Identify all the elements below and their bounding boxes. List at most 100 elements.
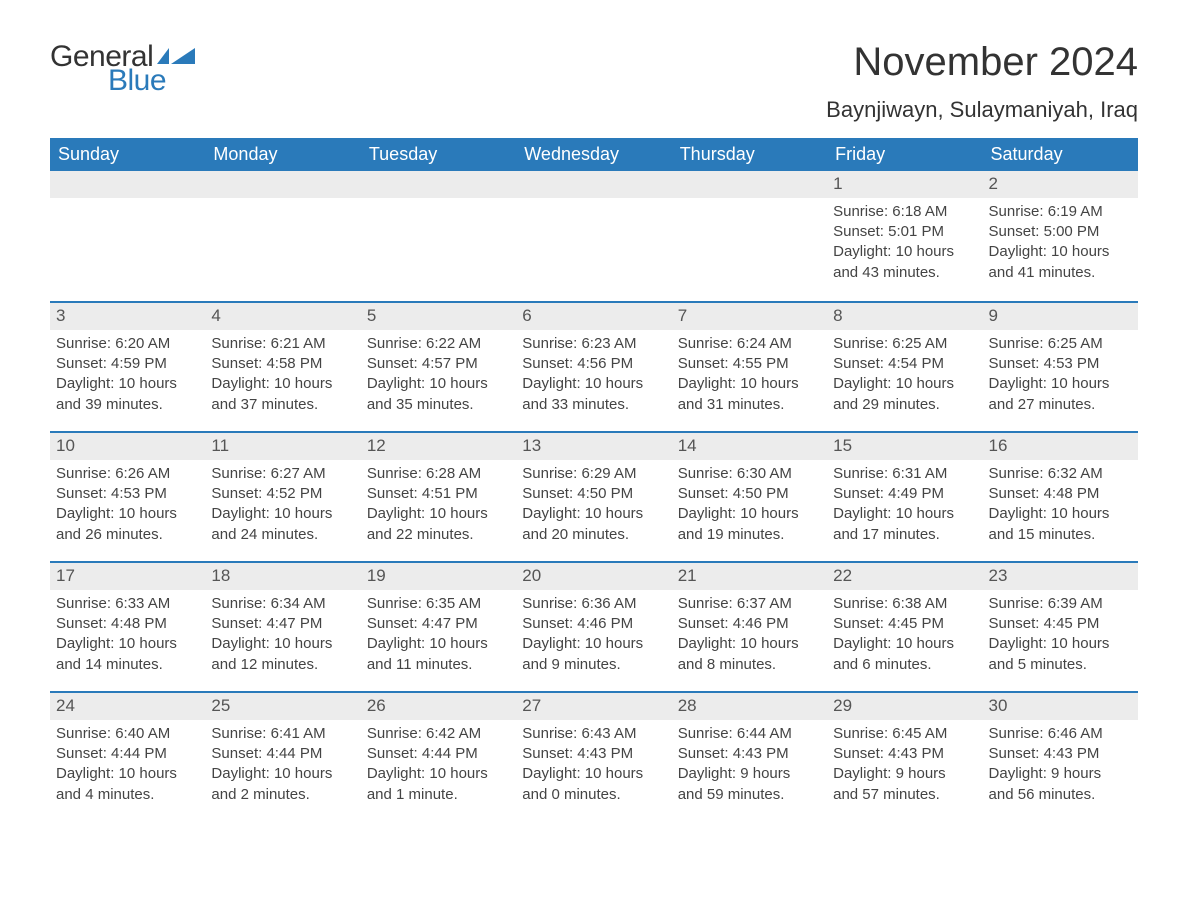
day-sunrise: Sunrise: 6:22 AM <box>367 334 510 354</box>
day-sunset: Sunset: 4:54 PM <box>833 354 976 374</box>
day-daylight1: Daylight: 10 hours <box>522 504 665 524</box>
day-sunrise: Sunrise: 6:23 AM <box>522 334 665 354</box>
day-sunrise: Sunrise: 6:25 AM <box>989 334 1132 354</box>
day-number <box>361 171 516 198</box>
day-cell <box>516 171 671 301</box>
day-cell: 25Sunrise: 6:41 AMSunset: 4:44 PMDayligh… <box>205 693 360 821</box>
day-daylight2: and 57 minutes. <box>833 785 976 805</box>
day-number: 3 <box>50 303 205 330</box>
day-number: 13 <box>516 433 671 460</box>
day-sunset: Sunset: 4:49 PM <box>833 484 976 504</box>
day-daylight1: Daylight: 10 hours <box>367 634 510 654</box>
day-sunrise: Sunrise: 6:27 AM <box>211 464 354 484</box>
day-sunrise: Sunrise: 6:29 AM <box>522 464 665 484</box>
week-row: 3Sunrise: 6:20 AMSunset: 4:59 PMDaylight… <box>50 301 1138 431</box>
week-row: 24Sunrise: 6:40 AMSunset: 4:44 PMDayligh… <box>50 691 1138 821</box>
day-number: 24 <box>50 693 205 720</box>
day-cell: 13 Sunrise: 6:29 AMSunset: 4:50 PMDayligh… <box>516 433 671 561</box>
day-daylight2: and 4 minutes. <box>56 785 199 805</box>
day-sunset: Sunset: 4:51 PM <box>367 484 510 504</box>
day-number: 11 <box>205 433 360 460</box>
day-daylight1: Daylight: 10 hours <box>522 374 665 394</box>
day-sunset: Sunset: 5:00 PM <box>989 222 1132 242</box>
week-row: 1Sunrise: 6:18 AMSunset: 5:01 PMDaylight… <box>50 171 1138 301</box>
day-daylight2: and 12 minutes. <box>211 655 354 675</box>
weekday-header: Tuesday <box>361 138 516 171</box>
month-title: November 2024 <box>826 40 1138 85</box>
day-sunset: Sunset: 4:55 PM <box>678 354 821 374</box>
day-cell: 11 Sunrise: 6:27 AMSunset: 4:52 PMDayligh… <box>205 433 360 561</box>
day-cell: 5Sunrise: 6:22 AMSunset: 4:57 PMDaylight… <box>361 303 516 431</box>
day-cell: 21Sunrise: 6:37 AMSunset: 4:46 PMDayligh… <box>672 563 827 691</box>
day-sunset: Sunset: 4:56 PM <box>522 354 665 374</box>
day-number: 16 <box>983 433 1138 460</box>
day-sunset: Sunset: 4:53 PM <box>989 354 1132 374</box>
day-cell: 8Sunrise: 6:25 AMSunset: 4:54 PMDaylight… <box>827 303 982 431</box>
day-daylight1: Daylight: 10 hours <box>522 764 665 784</box>
day-daylight1: Daylight: 9 hours <box>989 764 1132 784</box>
day-sunrise: Sunrise: 6:21 AM <box>211 334 354 354</box>
day-sunrise: Sunrise: 6:36 AM <box>522 594 665 614</box>
day-daylight1: Daylight: 10 hours <box>989 242 1132 262</box>
day-cell: 16Sunrise: 6:32 AMSunset: 4:48 PMDayligh… <box>983 433 1138 561</box>
day-number: 4 <box>205 303 360 330</box>
day-daylight2: and 15 minutes. <box>989 525 1132 545</box>
day-sunset: Sunset: 4:52 PM <box>211 484 354 504</box>
day-cell: 17Sunrise: 6:33 AMSunset: 4:48 PMDayligh… <box>50 563 205 691</box>
day-daylight2: and 33 minutes. <box>522 395 665 415</box>
day-daylight2: and 2 minutes. <box>211 785 354 805</box>
day-cell: 12Sunrise: 6:28 AMSunset: 4:51 PMDayligh… <box>361 433 516 561</box>
weekday-header: Thursday <box>672 138 827 171</box>
day-cell: 6 Sunrise: 6:23 AMSunset: 4:56 PMDaylight… <box>516 303 671 431</box>
day-number: 18 <box>205 563 360 590</box>
day-daylight2: and 59 minutes. <box>678 785 821 805</box>
day-cell: 20Sunrise: 6:36 AMSunset: 4:46 PMDayligh… <box>516 563 671 691</box>
day-number: 25 <box>205 693 360 720</box>
day-daylight1: Daylight: 10 hours <box>678 634 821 654</box>
week-row: 10Sunrise: 6:26 AMSunset: 4:53 PMDayligh… <box>50 431 1138 561</box>
day-sunrise: Sunrise: 6:39 AM <box>989 594 1132 614</box>
logo: General Blue <box>50 40 199 98</box>
day-cell <box>50 171 205 301</box>
day-daylight2: and 26 minutes. <box>56 525 199 545</box>
day-daylight1: Daylight: 10 hours <box>211 504 354 524</box>
day-sunrise: Sunrise: 6:26 AM <box>56 464 199 484</box>
weekday-header: Saturday <box>983 138 1138 171</box>
day-number: 19 <box>361 563 516 590</box>
day-sunset: Sunset: 4:50 PM <box>678 484 821 504</box>
day-sunset: Sunset: 4:50 PM <box>522 484 665 504</box>
day-cell: 24Sunrise: 6:40 AMSunset: 4:44 PMDayligh… <box>50 693 205 821</box>
day-cell: 2Sunrise: 6:19 AMSunset: 5:00 PMDaylight… <box>983 171 1138 301</box>
week-row: 17Sunrise: 6:33 AMSunset: 4:48 PMDayligh… <box>50 561 1138 691</box>
day-sunset: Sunset: 4:57 PM <box>367 354 510 374</box>
day-number: 5 <box>361 303 516 330</box>
day-daylight1: Daylight: 10 hours <box>678 374 821 394</box>
day-number: 8 <box>827 303 982 330</box>
day-cell: 19Sunrise: 6:35 AMSunset: 4:47 PMDayligh… <box>361 563 516 691</box>
day-number: 6 <box>516 303 671 330</box>
day-sunset: Sunset: 4:48 PM <box>989 484 1132 504</box>
day-sunset: Sunset: 4:45 PM <box>989 614 1132 634</box>
day-sunrise: Sunrise: 6:34 AM <box>211 594 354 614</box>
day-cell <box>205 171 360 301</box>
weekday-header: Friday <box>827 138 982 171</box>
day-daylight2: and 14 minutes. <box>56 655 199 675</box>
day-cell: 14Sunrise: 6:30 AMSunset: 4:50 PMDayligh… <box>672 433 827 561</box>
day-sunset: Sunset: 4:45 PM <box>833 614 976 634</box>
day-number: 1 <box>827 171 982 198</box>
day-daylight2: and 9 minutes. <box>522 655 665 675</box>
day-daylight1: Daylight: 10 hours <box>211 764 354 784</box>
day-sunrise: Sunrise: 6:33 AM <box>56 594 199 614</box>
day-number: 7 <box>672 303 827 330</box>
day-cell: 15Sunrise: 6:31 AMSunset: 4:49 PMDayligh… <box>827 433 982 561</box>
day-sunrise: Sunrise: 6:25 AM <box>833 334 976 354</box>
weeks-container: 1Sunrise: 6:18 AMSunset: 5:01 PMDaylight… <box>50 171 1138 821</box>
day-cell: 22Sunrise: 6:38 AMSunset: 4:45 PMDayligh… <box>827 563 982 691</box>
day-daylight2: and 20 minutes. <box>522 525 665 545</box>
day-daylight2: and 5 minutes. <box>989 655 1132 675</box>
day-number: 28 <box>672 693 827 720</box>
day-sunrise: Sunrise: 6:28 AM <box>367 464 510 484</box>
day-daylight1: Daylight: 10 hours <box>833 504 976 524</box>
location: Baynjiwayn, Sulaymaniyah, Iraq <box>826 97 1138 123</box>
day-daylight1: Daylight: 10 hours <box>522 634 665 654</box>
